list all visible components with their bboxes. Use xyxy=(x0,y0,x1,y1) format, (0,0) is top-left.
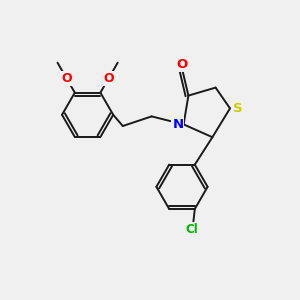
Text: O: O xyxy=(61,72,72,85)
Text: S: S xyxy=(233,102,243,115)
Text: Cl: Cl xyxy=(185,223,198,236)
Text: O: O xyxy=(176,58,188,71)
Text: N: N xyxy=(172,118,183,131)
Text: O: O xyxy=(103,72,114,85)
